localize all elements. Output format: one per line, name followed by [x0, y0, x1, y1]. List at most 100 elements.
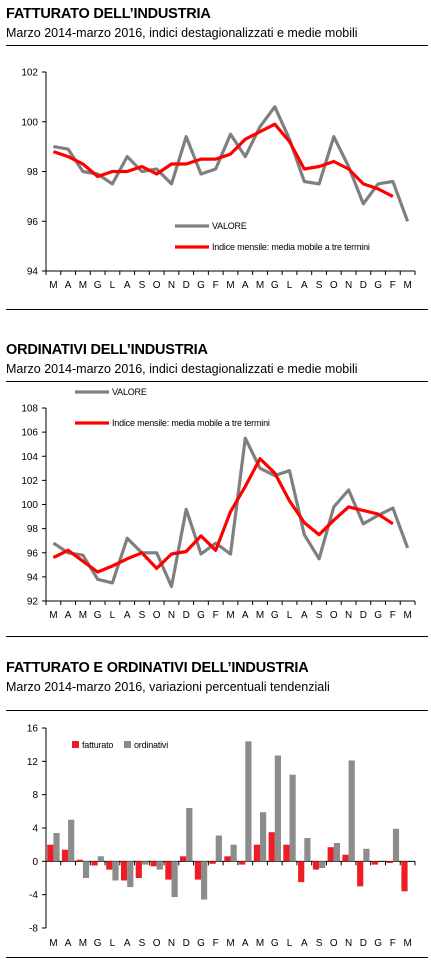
bar-ordinativi — [215, 835, 222, 862]
bar-ordinativi — [319, 861, 326, 868]
y-tick-label: 106 — [21, 428, 38, 439]
x-tick-label: G — [197, 280, 205, 291]
x-tick-label: D — [360, 610, 367, 621]
bar-fatturato — [61, 849, 69, 862]
bar-ordinativi — [53, 833, 60, 862]
bar-fatturato — [121, 861, 128, 881]
bar-ordinativi — [156, 861, 163, 870]
bar-ordinativi — [68, 819, 75, 862]
legend-label: fatturato — [82, 740, 113, 750]
top-rule — [6, 710, 428, 711]
x-tick-label: M — [79, 610, 87, 621]
chart-title: ORDINATIVI DELL’INDUSTRIA — [6, 342, 208, 358]
x-tick-label: F — [390, 938, 396, 949]
x-tick-label: F — [390, 280, 396, 291]
y-tick-label: 102 — [21, 68, 38, 79]
x-tick-label: A — [124, 610, 131, 621]
x-tick-label: A — [301, 610, 308, 621]
chart-fatturato-block: FATTURATO DELL’INDUSTRIA Marzo 2014-marz… — [0, 0, 431, 312]
x-tick-label: O — [330, 280, 338, 291]
bar-fatturato — [268, 832, 275, 862]
bar-ordinativi — [127, 861, 134, 888]
bar-fatturato — [106, 861, 113, 870]
bar-ordinativi — [141, 861, 149, 865]
bar-ordinativi — [112, 861, 119, 881]
x-tick-label: O — [153, 938, 161, 949]
y-tick-label: 102 — [21, 476, 38, 487]
bar-fatturato — [47, 844, 54, 862]
legend-label: Indice mensile: media mobile a tre termi… — [212, 242, 370, 252]
x-tick-label: G — [374, 610, 382, 621]
x-tick-label: L — [287, 938, 293, 949]
bar-ordinativi — [245, 741, 252, 862]
y-tick-label: 92 — [27, 597, 39, 608]
bottom-rule — [6, 957, 428, 958]
x-tick-label: O — [330, 938, 338, 949]
x-tick-label: L — [110, 938, 116, 949]
y-tick-label: 8 — [32, 790, 38, 801]
y-tick-label: 100 — [21, 117, 38, 128]
series-media-mobile-line — [52, 122, 394, 198]
x-tick-label: G — [197, 938, 205, 949]
y-tick-label: 16 — [27, 724, 39, 735]
bar-ordinativi — [230, 844, 237, 862]
bar-fatturato — [209, 861, 216, 864]
bar-fatturato — [239, 861, 246, 865]
x-tick-label: M — [226, 280, 234, 291]
x-tick-label: N — [345, 938, 352, 949]
y-tick-label: 94 — [27, 267, 39, 278]
bar-fatturato — [180, 856, 187, 862]
x-tick-label: M — [226, 610, 234, 621]
x-tick-label: F — [213, 938, 219, 949]
bottom-rule — [6, 309, 428, 310]
x-tick-label: L — [287, 280, 293, 291]
x-tick-label: S — [316, 610, 323, 621]
x-tick-label: M — [49, 938, 57, 949]
x-tick-label: G — [94, 610, 102, 621]
bar-fatturato — [150, 861, 157, 867]
bottom-rule — [6, 636, 428, 637]
chart-title: FATTURATO DELL’INDUSTRIA — [6, 6, 211, 22]
x-tick-label: S — [316, 938, 323, 949]
bar-fatturato — [357, 861, 364, 887]
x-tick-label: M — [49, 280, 57, 291]
bar-ordinativi — [392, 828, 400, 862]
bar-fatturato — [371, 861, 379, 865]
x-tick-label: S — [139, 280, 146, 291]
bar-ordinativi — [274, 755, 281, 862]
x-tick-label: G — [374, 280, 382, 291]
y-tick-label: 96 — [27, 217, 39, 228]
y-tick-label: 94 — [27, 572, 39, 583]
x-tick-label: M — [79, 938, 87, 949]
bar-ordinativi — [82, 861, 90, 878]
y-tick-label: 96 — [27, 548, 39, 559]
top-rule — [6, 45, 428, 46]
top-rule — [6, 381, 428, 382]
x-tick-label: S — [139, 610, 146, 621]
bar-ordinativi — [348, 760, 355, 862]
x-tick-label: F — [213, 280, 219, 291]
x-tick-label: D — [183, 610, 190, 621]
x-tick-label: D — [360, 280, 367, 291]
bar-fatturato — [283, 844, 290, 862]
x-tick-label: L — [287, 610, 293, 621]
x-tick-label: G — [271, 938, 279, 949]
bar-fatturato — [327, 847, 334, 862]
bar-ordinativi — [333, 843, 340, 862]
y-tick-label: -8 — [29, 924, 38, 935]
chart-subtitle: Marzo 2014-marzo 2016, indici destagiona… — [6, 26, 358, 40]
legend-label: VALORE — [212, 221, 247, 231]
x-tick-label: G — [271, 280, 279, 291]
x-tick-label: N — [168, 280, 175, 291]
series-media-mobile-line — [52, 457, 394, 574]
legend-label: VALORE — [112, 387, 147, 397]
x-tick-label: O — [153, 610, 161, 621]
x-tick-label: A — [301, 938, 308, 949]
x-tick-label: M — [256, 610, 264, 621]
legend-label: Indice mensile: media mobile a tre termi… — [112, 418, 270, 428]
bar-fatturato — [312, 861, 320, 870]
y-tick-label: 0 — [32, 857, 38, 868]
x-tick-label: G — [94, 280, 102, 291]
